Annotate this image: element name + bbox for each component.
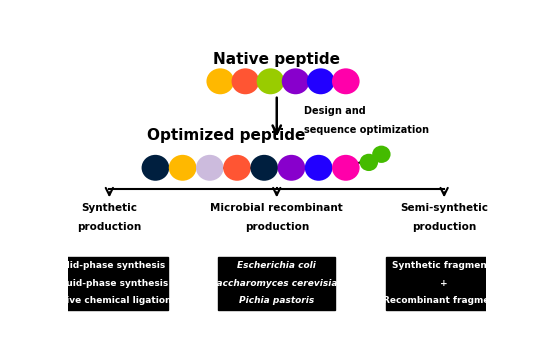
Text: Design and: Design and <box>304 106 366 117</box>
Ellipse shape <box>282 68 309 94</box>
Text: +: + <box>440 279 448 288</box>
Text: Synthetic fragments: Synthetic fragments <box>392 261 496 270</box>
Ellipse shape <box>332 68 360 94</box>
Text: Escherichia coli: Escherichia coli <box>237 261 316 270</box>
Ellipse shape <box>169 155 197 181</box>
Ellipse shape <box>206 68 234 94</box>
Text: Native peptide: Native peptide <box>213 52 340 67</box>
Ellipse shape <box>232 68 259 94</box>
Text: Microbial recombinant: Microbial recombinant <box>211 203 343 213</box>
Ellipse shape <box>196 155 224 181</box>
Ellipse shape <box>278 155 305 181</box>
Text: Semi-synthetic: Semi-synthetic <box>400 203 488 213</box>
Ellipse shape <box>360 154 378 171</box>
Text: production: production <box>77 222 141 232</box>
Ellipse shape <box>223 155 251 181</box>
Text: Saccharomyces cerevisiae: Saccharomyces cerevisiae <box>210 279 343 288</box>
Text: Native chemical ligation: Native chemical ligation <box>48 296 171 305</box>
Ellipse shape <box>256 68 284 94</box>
Text: Synthetic: Synthetic <box>82 203 137 213</box>
Text: Optimized peptide: Optimized peptide <box>147 128 306 144</box>
Text: Pichia pastoris: Pichia pastoris <box>239 296 314 305</box>
Text: Solid-phase synthesis: Solid-phase synthesis <box>53 261 165 270</box>
Text: sequence optimization: sequence optimization <box>304 125 429 134</box>
Bar <box>51 257 168 310</box>
Text: Liquid-phase synthesis: Liquid-phase synthesis <box>51 279 168 288</box>
Ellipse shape <box>251 155 278 181</box>
Ellipse shape <box>332 155 360 181</box>
Bar <box>386 257 503 310</box>
Text: production: production <box>412 222 476 232</box>
Ellipse shape <box>305 155 333 181</box>
Ellipse shape <box>372 146 390 163</box>
Ellipse shape <box>141 155 169 181</box>
Ellipse shape <box>307 68 334 94</box>
Bar <box>218 257 335 310</box>
Text: production: production <box>245 222 309 232</box>
Text: Recombinant fragments: Recombinant fragments <box>383 296 505 305</box>
